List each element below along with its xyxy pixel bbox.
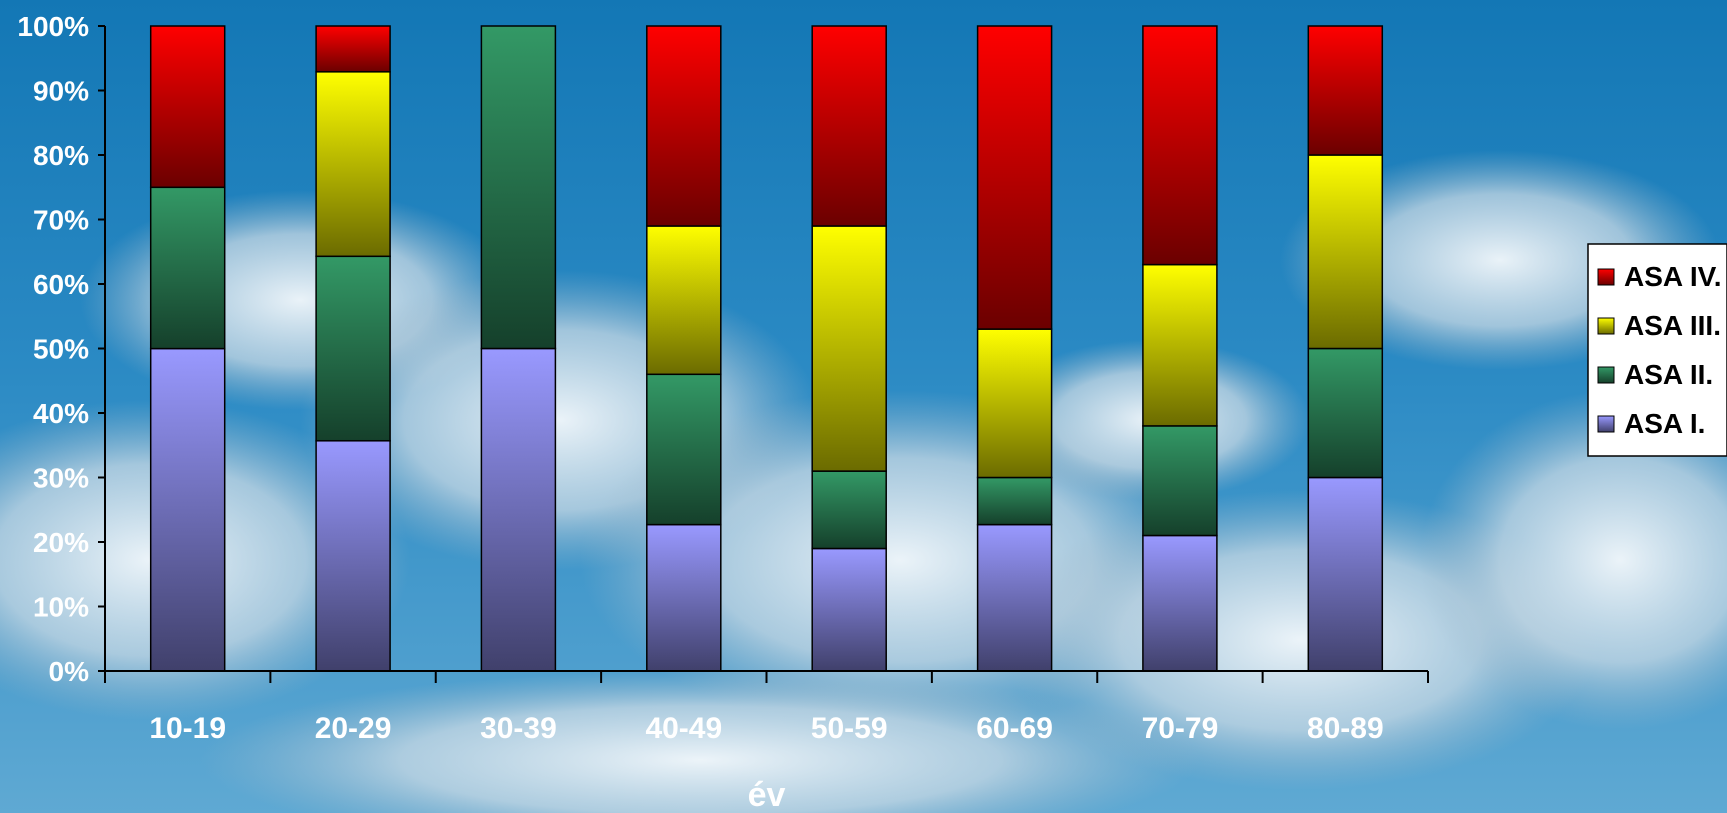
x-tick-label: 60-69 [976,712,1053,745]
bar-segment-30-39-series-2 [480,25,557,350]
bar-segment-50-59-series-3 [811,225,887,472]
bar-segment-20-29-series-4 [315,25,391,73]
x-tick-label: 20-29 [315,712,392,745]
bar-segment-80-89-series-3 [1307,154,1384,350]
bar-segment-60-69-series-4 [976,25,1053,330]
legend-swatch [1597,415,1615,433]
bar-segment-50-59-series-1 [811,547,887,672]
legend-swatch [1597,317,1615,335]
legend-label: ASA IV. [1624,261,1722,292]
bar-segment-10-19-series-4 [149,25,226,189]
bar-segment-50-59-series-2 [811,470,887,550]
bar-segment-20-29-series-1 [315,439,391,672]
bar-segment-70-79-series-3 [1142,263,1218,427]
y-tick-label: 60% [33,269,89,300]
y-tick-label: 40% [33,398,89,429]
bar-segment-50-59-series-4 [811,25,887,227]
bar-segment-40-49-series-3 [646,225,722,376]
x-tick-label: 70-79 [1142,712,1219,745]
x-tick-label: 10-19 [149,712,226,745]
y-tick-label: 70% [33,205,89,236]
bar-segment-30-39-series-1 [480,347,557,672]
bar-segment-10-19-series-1 [149,347,226,672]
x-tick-label: 30-39 [480,712,557,745]
legend-swatch [1597,366,1615,384]
bar-segment-80-89-series-2 [1307,347,1384,479]
legend-label: ASA II. [1624,359,1713,390]
bar-segment-80-89-series-1 [1307,476,1384,672]
bar-segment-40-49-series-1 [646,523,722,672]
bar-segment-70-79-series-4 [1142,25,1218,266]
y-tick-label: 30% [33,463,89,494]
bar-segment-60-69-series-1 [976,523,1053,672]
bar-segment-40-49-series-4 [646,25,722,227]
bar-segment-60-69-series-2 [976,476,1053,526]
bar-segment-20-29-series-3 [315,71,391,258]
x-axis-title: év [748,776,786,813]
bar-segment-60-69-series-3 [976,328,1053,479]
y-tick-label: 50% [33,334,89,365]
bar-segment-20-29-series-2 [315,255,391,442]
legend-swatch [1597,268,1615,286]
x-tick-label: 80-89 [1307,712,1384,745]
bar-segment-70-79-series-1 [1142,534,1218,672]
bar-segment-10-19-series-2 [149,186,226,350]
y-tick-label: 0% [49,656,90,687]
y-tick-label: 100% [17,11,89,42]
bar-segment-80-89-series-4 [1307,25,1384,156]
x-tick-label: 50-59 [811,712,888,745]
legend-label: ASA I. [1624,408,1705,439]
legend-label: ASA III. [1624,310,1721,341]
y-tick-label: 80% [33,140,89,171]
bar-segment-40-49-series-2 [646,373,722,526]
x-tick-label: 40-49 [645,712,722,745]
y-tick-label: 10% [33,592,89,623]
y-tick-label: 20% [33,527,89,558]
y-tick-label: 90% [33,76,89,107]
bar-segment-70-79-series-2 [1142,425,1218,537]
